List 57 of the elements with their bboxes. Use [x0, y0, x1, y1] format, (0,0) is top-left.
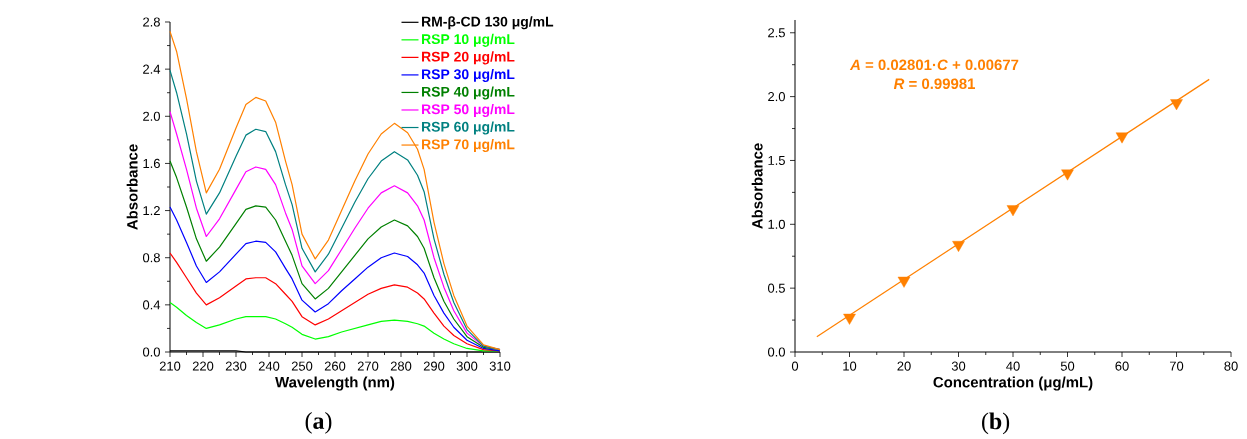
x-tick-label: 20 — [897, 361, 911, 371]
x-tick-label: 10 — [843, 361, 857, 371]
y-axis-title: Absorbance — [126, 144, 138, 230]
legend-label: RM-β-CD 130 μg/mL — [422, 16, 554, 30]
x-tick-label: 70 — [1169, 361, 1184, 371]
x-tick-label: 300 — [456, 361, 478, 371]
text: (a) — [305, 412, 332, 434]
y-tick-label: 0.5 — [767, 283, 785, 293]
y-tick-label: 2.4 — [143, 64, 161, 74]
x-tick-label: 240 — [258, 361, 280, 371]
point — [1170, 99, 1183, 111]
x-tick-label: 60 — [1115, 361, 1129, 371]
point — [843, 313, 856, 325]
text: (b) — [982, 412, 1010, 435]
point — [897, 276, 911, 288]
y-tick-label: 2.0 — [143, 111, 160, 121]
x-axis-title: Wavelength (nm) — [275, 376, 395, 391]
point — [952, 241, 965, 252]
y-tick-label: 0.8 — [142, 253, 160, 263]
y-tick-label: 1.6 — [143, 158, 160, 169]
legend-label: RSP 10 μg/mL — [422, 33, 515, 47]
x-tick-label: 0 — [791, 361, 799, 371]
legend-label: RSP 50 μg/mL — [422, 103, 515, 118]
legend-label: RSP 30 μg/mL — [422, 68, 515, 82]
x-tick-label: 260 — [324, 361, 346, 371]
point — [1061, 169, 1074, 181]
legend-label: RSP 70 μg/mL — [422, 139, 515, 153]
x-axis-title: Concentration (μg/mL) — [933, 376, 1093, 391]
point — [1115, 132, 1129, 144]
y-axis-title: Absorbance — [751, 143, 763, 229]
y-tick-label: 2.8 — [143, 17, 160, 27]
y-tick-label: 1.5 — [768, 155, 785, 165]
point — [1006, 205, 1020, 217]
y-tick-label: 0.4 — [142, 300, 161, 310]
x-tick-label: 220 — [192, 361, 214, 371]
legend-label: RSP 20 μg/mL — [422, 51, 515, 65]
y-tick-label: 1.0 — [768, 219, 785, 229]
legend-label: RSP 40 μg/mL — [422, 86, 515, 100]
x-tick-label: 290 — [423, 361, 445, 371]
y-tick-label: 1.2 — [143, 206, 160, 216]
x-tick-label: 30 — [951, 361, 966, 371]
x-tick-label: 280 — [390, 361, 412, 371]
y-tick-label: 2.5 — [768, 28, 785, 38]
y-tick-label: 2.0 — [768, 92, 785, 102]
x-tick-label: 250 — [291, 361, 313, 371]
y-tick-label: 0.0 — [767, 347, 785, 357]
x-tick-label: 40 — [1006, 361, 1020, 371]
x-tick-label: 50 — [1060, 361, 1075, 371]
annotation: R = 0.99981 — [893, 78, 976, 90]
legend-label: RSP 60 μg/mL — [422, 121, 515, 135]
x-tick-label: 230 — [225, 361, 247, 371]
x-tick-label: 270 — [357, 361, 379, 371]
y-tick-label: 0.0 — [142, 347, 160, 357]
x-tick-label: 210 — [159, 361, 181, 371]
annotation: A = 0.02801·C + 0.00677 — [849, 59, 1019, 71]
x-tick-label: 310 — [489, 361, 511, 371]
x-tick-label: 80 — [1224, 361, 1238, 371]
